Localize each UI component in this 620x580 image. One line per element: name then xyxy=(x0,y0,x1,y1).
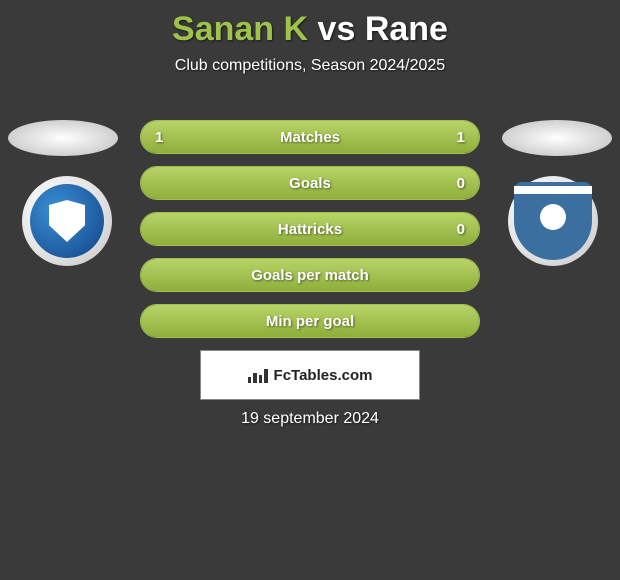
bar-label: Hattricks xyxy=(141,213,479,246)
bar-value-right: 0 xyxy=(457,213,465,246)
team1-shield-icon xyxy=(49,200,85,242)
team2-bar-icon xyxy=(514,186,592,194)
player1-ellipse xyxy=(8,120,118,156)
bar-row: Matches1 1 xyxy=(140,120,480,154)
vs-text: vs xyxy=(318,10,356,48)
date-label: 19 september 2024 xyxy=(0,410,620,428)
team2-crest-inner xyxy=(514,182,592,260)
player1-name: Sanan K xyxy=(172,10,308,48)
comparison-bars: Matches11Goals0Hattricks0Goals per match… xyxy=(140,120,480,350)
team1-crest xyxy=(22,176,112,266)
bar-label: Matches xyxy=(141,121,479,154)
team2-circle-icon xyxy=(540,204,566,230)
team2-crest xyxy=(508,176,598,266)
footer-site: FcTables.com xyxy=(274,367,373,384)
page-title: Sanan K vs Rane xyxy=(0,0,620,49)
player2-name: Rane xyxy=(365,10,448,48)
chart-icon xyxy=(248,367,268,383)
player2-ellipse xyxy=(502,120,612,156)
bar-row: Goals0 xyxy=(140,166,480,200)
subtitle: Club competitions, Season 2024/2025 xyxy=(0,57,620,75)
bar-label: Min per goal xyxy=(141,305,479,338)
bar-value-right: 1 xyxy=(457,121,465,154)
bar-row: Goals per match xyxy=(140,258,480,292)
bar-label: Goals per match xyxy=(141,259,479,292)
footer-attribution: FcTables.com xyxy=(200,350,420,400)
bar-row: Min per goal xyxy=(140,304,480,338)
bar-value-right: 0 xyxy=(457,167,465,200)
team1-crest-inner xyxy=(30,184,104,258)
bar-label: Goals xyxy=(141,167,479,200)
bar-row: Hattricks0 xyxy=(140,212,480,246)
bar-value-left: 1 xyxy=(155,121,163,154)
